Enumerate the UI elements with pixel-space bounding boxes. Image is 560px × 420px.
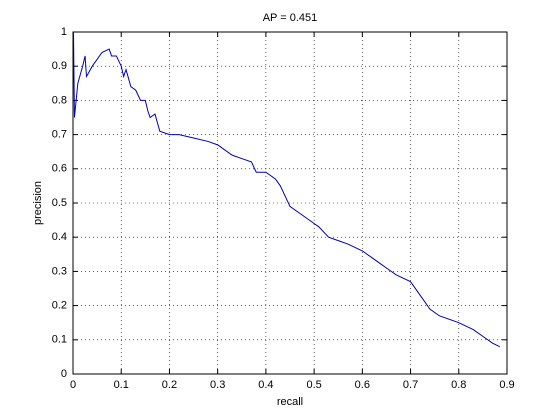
y-tick-label: 0.6 xyxy=(52,163,67,175)
x-tick-label: 0 xyxy=(70,379,76,391)
y-tick-label: 0.7 xyxy=(52,129,67,141)
x-tick-label: 0.7 xyxy=(403,379,418,391)
x-tick-label: 0.9 xyxy=(499,379,514,391)
y-tick-label: 1 xyxy=(61,26,67,38)
y-axis-label: precision xyxy=(32,181,44,225)
y-tick-label: 0.2 xyxy=(52,300,67,312)
x-tick-label: 0.2 xyxy=(162,379,177,391)
x-tick-label: 0.5 xyxy=(306,379,321,391)
x-tick-label: 0.1 xyxy=(114,379,129,391)
x-tick-label: 0.8 xyxy=(451,379,466,391)
x-tick-label: 0.6 xyxy=(355,379,370,391)
x-tick-label: 0.4 xyxy=(258,379,273,391)
pr-curve xyxy=(72,31,500,348)
y-tick-label: 0.3 xyxy=(52,265,67,277)
y-tick-label: 0 xyxy=(61,368,67,380)
y-tick-label: 0.8 xyxy=(52,94,67,106)
axes-box xyxy=(72,31,508,375)
y-tick-label: 0.5 xyxy=(52,197,67,209)
y-tick-label: 0.9 xyxy=(52,60,67,72)
chart-title: AP = 0.451 xyxy=(263,12,318,24)
y-tick-label: 0.1 xyxy=(52,334,67,346)
x-axis-label: recall xyxy=(277,396,303,408)
y-tick-label: 0.4 xyxy=(52,231,67,243)
x-tick-label: 0.3 xyxy=(210,379,225,391)
